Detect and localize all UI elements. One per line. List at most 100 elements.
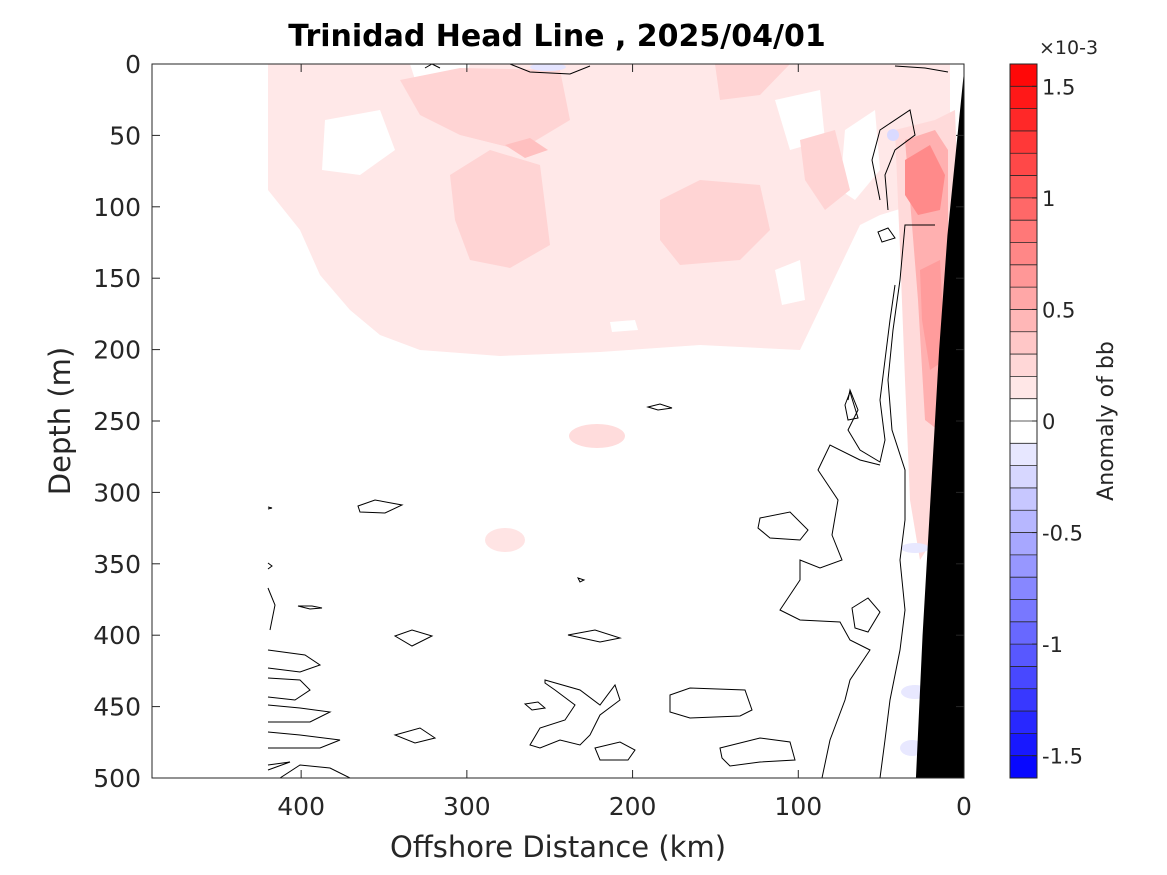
contour-line — [879, 224, 935, 778]
y-tick-label: 500 — [93, 764, 141, 793]
y-tick-label: 450 — [93, 693, 141, 722]
contour-line — [844, 390, 859, 421]
field-patch — [505, 138, 548, 158]
colorbar-swatch — [1010, 577, 1037, 600]
colorbar-tick-label: 1.5 — [1042, 75, 1075, 99]
contour-line — [851, 597, 881, 633]
colorbar-swatch — [1010, 510, 1037, 534]
y-tick-label: 100 — [93, 193, 141, 222]
contour-line — [757, 511, 809, 541]
colorbar-swatch — [1010, 644, 1037, 667]
colorbar-swatch — [1010, 532, 1037, 556]
colorbar-swatch — [1010, 621, 1037, 645]
y-tick-label: 50 — [109, 121, 141, 150]
x-tick-label: 400 — [277, 792, 325, 821]
colorbar-swatch — [1010, 153, 1037, 177]
colorbar-swatch — [1010, 398, 1037, 422]
field-hole — [775, 260, 805, 305]
colorbar-swatch — [1010, 220, 1037, 243]
field-patch — [715, 64, 790, 100]
x-tick-label: 100 — [774, 792, 822, 821]
colorbar-swatch — [1010, 554, 1037, 578]
colorbar-exponent: ×10-3 — [1039, 37, 1098, 59]
contour-line — [267, 506, 273, 510]
contour-line — [719, 737, 796, 767]
x-axis-ticks: 400 300 200 100 0 — [277, 64, 972, 821]
field-patch — [450, 150, 550, 268]
contour-line — [267, 761, 291, 771]
colorbar-swatch — [1010, 331, 1037, 355]
contour-line — [894, 65, 949, 73]
field-hole — [322, 110, 395, 175]
contour-line — [267, 731, 341, 749]
colorbar-swatch — [1010, 487, 1037, 511]
contour-line — [279, 764, 351, 778]
chart-title: Trinidad Head Line , 2025/04/01 — [288, 19, 825, 54]
x-tick-label: 300 — [443, 792, 491, 821]
negative-patch — [887, 129, 899, 141]
contour-line — [357, 499, 404, 514]
contour-line — [567, 629, 622, 643]
contour-line — [393, 727, 437, 744]
contour-line — [267, 704, 332, 723]
contour-line — [877, 227, 896, 243]
field-hole — [840, 110, 880, 200]
colorbar-swatch — [1010, 86, 1037, 110]
zero-contours — [267, 64, 949, 778]
x-tick-label: 200 — [609, 792, 657, 821]
colorbar-swatch — [1010, 666, 1037, 690]
colorbar-swatch — [1010, 354, 1037, 377]
colorbar-swatch — [1010, 287, 1037, 310]
colorbar-swatch — [1010, 376, 1037, 400]
field-hole — [775, 90, 825, 150]
colorbar-swatch — [1010, 421, 1037, 444]
y-tick-label: 300 — [93, 478, 141, 507]
colorbar-tick-label: 1 — [1042, 187, 1055, 211]
y-tick-label: 150 — [93, 264, 141, 293]
contour-line — [669, 687, 753, 719]
colorbar-tick-label: 0 — [1042, 410, 1055, 434]
negative-patch — [901, 543, 929, 553]
field-patch — [660, 180, 770, 265]
colorbar-swatch — [1010, 309, 1037, 333]
y-axis-label: Depth (m) — [43, 347, 77, 495]
contour-line — [267, 677, 311, 701]
colorbar-swatch — [1010, 755, 1037, 779]
contour-line — [529, 679, 621, 749]
y-tick-label: 400 — [93, 621, 141, 650]
contour-line — [871, 109, 916, 211]
colorbar-swatch — [1010, 64, 1037, 87]
colorbar-swatch — [1010, 688, 1037, 712]
colorbar-swatch — [1010, 242, 1037, 266]
colorbar-tick-label: 0.5 — [1042, 298, 1075, 322]
contour-line — [779, 444, 881, 778]
bathymetry-land — [915, 64, 964, 778]
contour-line — [267, 649, 322, 673]
colorbar-swatch — [1010, 130, 1037, 154]
colorbar-swatch — [1010, 197, 1037, 221]
colorbar-ticks: 1.5 1 0.5 0 -0.5 -1 -1.5 — [1032, 75, 1083, 769]
colorbar-swatch — [1010, 465, 1037, 489]
field-patch — [800, 130, 850, 210]
y-tick-label: 200 — [93, 336, 141, 365]
contour-line — [393, 629, 434, 647]
field-hole — [610, 320, 638, 332]
nearshore-column-core — [920, 260, 945, 370]
x-axis-label: Offshore Distance (km) — [390, 830, 726, 864]
contour-line — [424, 64, 441, 69]
colorbar-swatch — [1010, 599, 1037, 623]
y-axis-ticks: 0 50 100 150 200 250 300 350 400 450 500 — [93, 50, 964, 793]
contour-line — [577, 577, 586, 583]
contour-line — [594, 741, 636, 761]
colorbar-swatch — [1010, 711, 1037, 734]
colorbar-swatch — [1010, 108, 1037, 132]
y-tick-label: 250 — [93, 407, 141, 436]
anomaly-field — [268, 64, 960, 756]
colorbar-swatch — [1010, 443, 1037, 467]
colorbar-label: Anomaly of bb — [1094, 341, 1119, 501]
field-patch — [485, 528, 525, 552]
contour-line — [297, 605, 323, 610]
colorbar-swatch — [1010, 733, 1037, 757]
negative-patch — [530, 64, 566, 71]
